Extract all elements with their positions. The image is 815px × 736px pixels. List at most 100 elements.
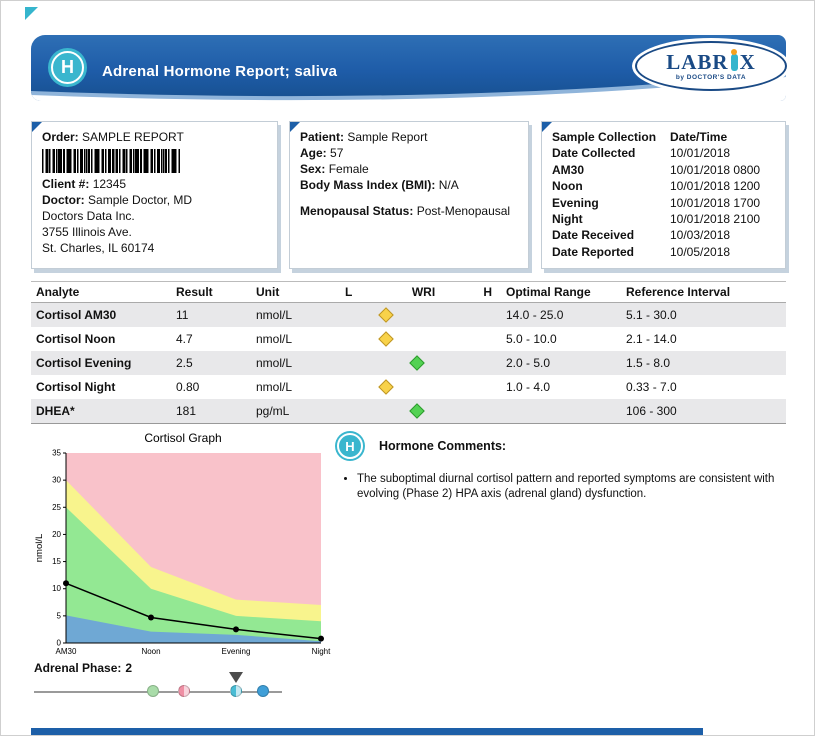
order-line: Order: SAMPLE REPORT <box>42 129 267 145</box>
cell-result: 181 <box>176 404 197 418</box>
cell-unit: nmol/L <box>256 332 293 346</box>
results-table-body: Cortisol AM30 11 nmol/L 14.0 - 25.0 5.1 - 30… <box>31 303 786 424</box>
col-optimal: Optimal Range <box>506 285 591 299</box>
collection-rows: Date Collected 10/01/2018 AM30 10/01/2018 0… <box>552 145 775 260</box>
order-value: SAMPLE REPORT <box>82 130 184 144</box>
age-label: Age: <box>300 146 327 160</box>
patient-line: Patient: Sample Report <box>300 129 518 145</box>
y-tick-label: 10 <box>52 584 61 593</box>
adrenal-phase: Adrenal Phase: 2 <box>34 661 282 705</box>
collection-row-value: 10/01/2018 <box>670 146 731 161</box>
age-line: Age: 57 <box>300 145 518 161</box>
collection-row-label: Evening <box>552 195 599 210</box>
y-tick-label: 35 <box>52 449 61 458</box>
doctor-line: Doctor: Sample Doctor, MD <box>42 192 267 208</box>
collection-row-label: Noon <box>552 179 583 194</box>
comment-bullet: The suboptimal diurnal cortisol pattern … <box>357 472 793 502</box>
cortisol-line <box>65 582 322 640</box>
bmi-value: N/A <box>438 178 459 192</box>
y-tick-label: 0 <box>57 639 62 648</box>
phase-blue-marker <box>257 685 270 697</box>
client-line: Client #: 12345 <box>42 176 267 192</box>
result-row: Cortisol Night 0.80 nmol/L 1.0 - 4.0 0.33 - … <box>31 375 786 399</box>
x-tick-label: AM30 <box>56 647 77 656</box>
y-tick-label: 30 <box>52 476 61 485</box>
cell-unit: nmol/L <box>256 308 293 322</box>
cell-reference: 2.1 - 14.0 <box>626 332 677 346</box>
doctor-value: Sample Doctor, MD <box>88 193 193 207</box>
cell-unit: nmol/L <box>256 356 293 370</box>
phase-track <box>34 672 282 705</box>
collection-row-value: 10/05/2018 <box>670 244 731 259</box>
address-line-1: Doctors Data Inc. <box>42 209 135 223</box>
cell-reference: 106 - 300 <box>626 404 677 418</box>
corner-fold-icon <box>25 7 38 20</box>
banner-swoosh <box>31 73 786 101</box>
results-table: Analyte Result Unit L WRI H Optimal Rang… <box>31 281 786 424</box>
collection-row-label: Date Reported <box>552 244 635 259</box>
collection-row: Date Received 10/03/2018 <box>552 227 775 243</box>
cell-reference: 0.33 - 7.0 <box>626 380 677 394</box>
patient-value: Sample Report <box>347 130 428 144</box>
client-value: 12345 <box>92 177 127 191</box>
col-marker-track: L WRI H <box>341 282 506 302</box>
collection-row-value: 10/01/2018 0800 <box>670 162 761 177</box>
cell-optimal: 2.0 - 5.0 <box>506 356 551 370</box>
doctor-label: Doctor: <box>42 193 85 207</box>
phase-label: Adrenal Phase: <box>34 661 122 675</box>
hormone-h-icon: H <box>51 51 84 84</box>
y-tick-label: 25 <box>52 503 61 512</box>
cortisol-point <box>233 626 239 633</box>
address-line-2: 3755 Illinois Ave. <box>42 225 132 239</box>
tube-ball-icon <box>731 48 738 55</box>
x-tick-label: Evening <box>222 647 251 656</box>
age-value: 57 <box>330 146 344 160</box>
result-row: Cortisol AM30 11 nmol/L 14.0 - 25.0 5.1 - 30… <box>31 303 786 327</box>
yellow-diamond-marker <box>377 307 394 323</box>
collection-row: Date Reported 10/05/2018 <box>552 244 775 260</box>
phase-green-marker <box>147 685 160 697</box>
collection-row-label: Date Collected <box>552 146 636 161</box>
client-label: Client #: <box>42 177 90 191</box>
collection-header-row: Sample Collection Date/Time <box>552 129 775 145</box>
y-tick-label: 15 <box>52 557 61 566</box>
marker-track <box>341 351 506 375</box>
phase-label-row: Adrenal Phase: 2 <box>34 661 282 677</box>
cell-analyte: Cortisol AM30 <box>36 308 117 322</box>
cell-analyte: Cortisol Noon <box>36 332 116 346</box>
address-line-3: St. Charles, IL 60174 <box>42 241 155 255</box>
comments-title: Hormone Comments: <box>379 439 507 453</box>
cell-unit: nmol/L <box>256 380 293 394</box>
marker-track <box>341 303 506 327</box>
cell-analyte: DHEA* <box>36 404 75 418</box>
cortisol-chart-svg: 0 5 10 15 20 25 30 35 AM30 Noon Evening Night nmol/L <box>34 449 331 657</box>
collection-title: Sample Collection <box>552 130 657 144</box>
phase-pointer-icon <box>229 672 244 683</box>
menopausal-label: Menopausal Status: <box>300 204 414 218</box>
comments-header: H Hormone Comments: <box>337 433 793 459</box>
hormone-h-icon-small: H <box>337 433 363 459</box>
sex-label: Sex: <box>300 162 326 176</box>
collection-row-value: 10/01/2018 2100 <box>670 212 761 227</box>
labrix-brand: LABR X <box>666 48 756 73</box>
collection-row: AM30 10/01/2018 0800 <box>552 162 775 178</box>
green-diamond-marker <box>409 355 425 371</box>
collection-row-value: 10/03/2018 <box>670 228 731 243</box>
collection-row: Noon 10/01/2018 1200 <box>552 178 775 194</box>
cell-reference: 1.5 - 8.0 <box>626 356 671 370</box>
marker-track <box>341 399 506 423</box>
x-tick-label: Noon <box>141 647 160 656</box>
green-diamond-marker <box>409 403 425 419</box>
marker-track <box>341 327 506 351</box>
yellow-diamond-marker <box>377 331 394 347</box>
phase-value: 2 <box>125 661 133 675</box>
cell-reference: 5.1 - 30.0 <box>626 308 677 322</box>
cell-analyte: Cortisol Evening <box>36 356 132 370</box>
barcode <box>42 149 180 173</box>
phase-teal-split-marker <box>230 685 243 697</box>
page-title: Adrenal Hormone Report; saliva <box>102 63 338 80</box>
collection-row-label: AM30 <box>552 162 585 177</box>
results-table-header: Analyte Result Unit L WRI H Optimal Rang… <box>31 281 786 303</box>
result-row: Cortisol Noon 4.7 nmol/L 5.0 - 10.0 2.1 - 14… <box>31 327 786 351</box>
